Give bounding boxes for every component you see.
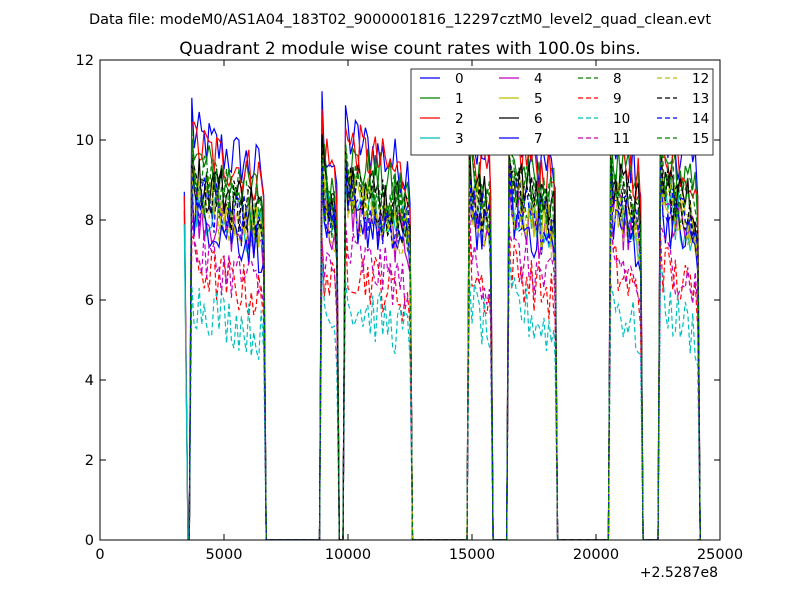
y-tick-label: 2 xyxy=(85,453,94,469)
series-line-12 xyxy=(188,148,701,540)
legend-label-13: 13 xyxy=(692,91,709,107)
legend-label-5: 5 xyxy=(534,91,543,107)
legend-label-10: 10 xyxy=(613,111,630,127)
legend-label-8: 8 xyxy=(613,71,622,87)
legend-label-14: 14 xyxy=(692,111,709,127)
data-file-label: Data file: modeM0/AS1A04_183T02_90000018… xyxy=(89,12,711,28)
y-tick-label: 6 xyxy=(85,293,94,309)
legend-label-12: 12 xyxy=(692,71,709,87)
y-tick-label: 8 xyxy=(85,213,94,229)
legend-label-2: 2 xyxy=(455,111,464,127)
legend-label-0: 0 xyxy=(455,71,464,87)
x-tick-label: 25000 xyxy=(697,547,743,563)
series-line-10 xyxy=(188,249,701,540)
legend-label-6: 6 xyxy=(534,111,543,127)
series-line-11 xyxy=(188,210,701,540)
legend-label-9: 9 xyxy=(613,91,622,107)
x-offset-label: +2.5287e8 xyxy=(640,565,718,581)
legend-label-3: 3 xyxy=(455,131,464,147)
y-tick-label: 10 xyxy=(76,133,94,149)
x-tick-label: 5000 xyxy=(206,547,243,563)
x-tick-label: 10000 xyxy=(325,547,371,563)
series-line-6 xyxy=(188,134,701,540)
x-tick-label: 0 xyxy=(95,547,104,563)
chart-title: Quadrant 2 module wise count rates with … xyxy=(179,39,640,59)
series-line-13 xyxy=(188,134,701,540)
legend-label-11: 11 xyxy=(613,131,630,147)
x-tick-label: 15000 xyxy=(449,547,495,563)
series-line-9 xyxy=(188,215,701,540)
series-line-15 xyxy=(188,120,701,540)
y-tick-label: 4 xyxy=(85,373,94,389)
series-layer xyxy=(183,84,701,540)
y-tick-label: 12 xyxy=(76,53,94,69)
legend-label-15: 15 xyxy=(692,131,709,147)
legend-box xyxy=(410,68,714,156)
y-tick-label: 0 xyxy=(85,533,94,549)
legend-label-7: 7 xyxy=(534,131,543,147)
x-tick-label: 20000 xyxy=(573,547,619,563)
legend-label-4: 4 xyxy=(534,71,543,87)
legend-label-1: 1 xyxy=(455,91,464,107)
